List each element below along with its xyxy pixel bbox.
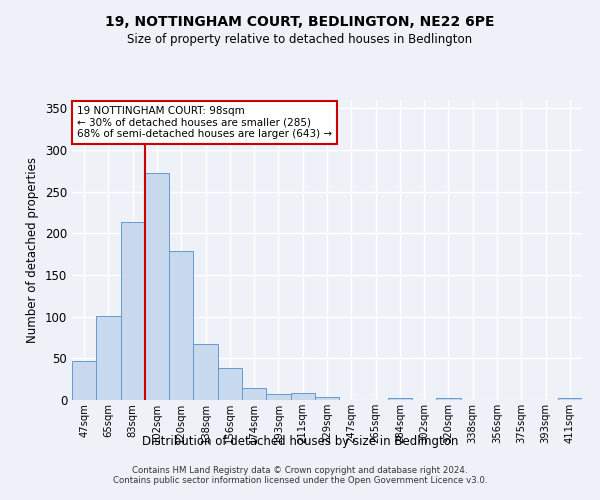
Bar — [436, 398, 461, 400]
Bar — [145, 174, 169, 400]
Bar — [315, 396, 339, 400]
Bar — [558, 398, 582, 400]
Text: 19 NOTTINGHAM COURT: 98sqm
← 30% of detached houses are smaller (285)
68% of sem: 19 NOTTINGHAM COURT: 98sqm ← 30% of deta… — [77, 106, 332, 139]
Bar — [121, 222, 145, 400]
Bar — [169, 251, 193, 400]
Bar — [193, 344, 218, 400]
Bar — [96, 316, 121, 400]
Bar — [218, 368, 242, 400]
Bar — [242, 388, 266, 400]
Bar — [266, 394, 290, 400]
Bar — [388, 398, 412, 400]
Bar — [290, 394, 315, 400]
Bar — [72, 361, 96, 400]
Y-axis label: Number of detached properties: Number of detached properties — [26, 157, 40, 343]
Text: Distribution of detached houses by size in Bedlington: Distribution of detached houses by size … — [142, 435, 458, 448]
Text: Size of property relative to detached houses in Bedlington: Size of property relative to detached ho… — [127, 32, 473, 46]
Text: Contains HM Land Registry data © Crown copyright and database right 2024.
Contai: Contains HM Land Registry data © Crown c… — [113, 466, 487, 485]
Text: 19, NOTTINGHAM COURT, BEDLINGTON, NE22 6PE: 19, NOTTINGHAM COURT, BEDLINGTON, NE22 6… — [105, 15, 495, 29]
